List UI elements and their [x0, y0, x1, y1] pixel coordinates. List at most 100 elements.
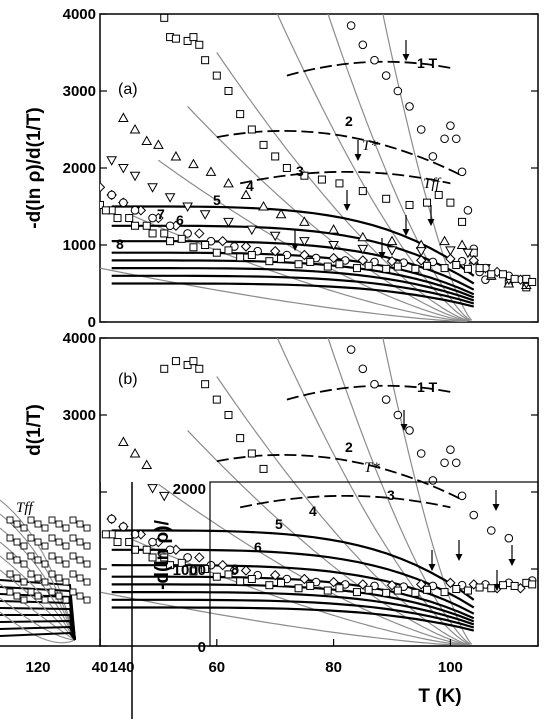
- data-point: [299, 237, 310, 247]
- data-point: [528, 580, 537, 589]
- data-point: [201, 565, 210, 573]
- inset-data-point: [34, 538, 42, 546]
- inset-data-point: [62, 578, 70, 586]
- model-curve: [111, 274, 475, 305]
- data-point: [129, 171, 141, 182]
- data-point: [160, 553, 169, 562]
- data-point: [393, 262, 402, 271]
- data-point: [357, 231, 369, 242]
- inset-data-point: [27, 534, 35, 542]
- curve-label-5-a: 5: [213, 192, 221, 208]
- data-point: [189, 33, 198, 42]
- y-axis-label-b-top: d(1/T): [24, 404, 45, 456]
- data-point: [411, 264, 420, 273]
- data-point: [463, 206, 473, 215]
- data-point: [446, 121, 455, 130]
- panel-b-label: (b): [118, 371, 138, 388]
- data-point: [236, 110, 245, 119]
- data-point: [457, 167, 467, 177]
- data-point: [458, 217, 467, 226]
- data-point: [201, 380, 210, 389]
- xtick-label: 80: [325, 659, 342, 676]
- data-point: [141, 135, 153, 146]
- data-point: [416, 125, 426, 134]
- data-point: [240, 189, 252, 199]
- inset-xtick-label: 140: [109, 659, 134, 676]
- curve-label-1t-a: 1 T: [417, 55, 438, 71]
- data-point: [428, 476, 438, 485]
- data-point: [370, 55, 379, 65]
- inset-data-point: [41, 560, 49, 568]
- model-curve: [111, 598, 475, 629]
- data-point: [457, 491, 467, 501]
- inset-data-point: [27, 588, 35, 596]
- data-point: [269, 569, 281, 581]
- inset-data-point: [83, 596, 91, 604]
- data-point: [440, 458, 449, 468]
- data-point: [224, 87, 233, 95]
- xtick-label: 40: [92, 659, 109, 676]
- data-point: [195, 364, 204, 373]
- inset-data-point: [76, 592, 84, 600]
- inset-data-point: [41, 542, 49, 550]
- data-point: [129, 447, 141, 458]
- data-point: [113, 538, 122, 547]
- data-point: [119, 522, 128, 531]
- data-point: [405, 426, 414, 435]
- panel-a-markers: [100, 14, 537, 292]
- y-axis-label-b-bottom: -d(ln ρ)/: [152, 519, 173, 590]
- data-point: [306, 257, 315, 266]
- data-point: [141, 459, 153, 470]
- data-point: [456, 239, 468, 249]
- data-point: [423, 585, 432, 594]
- inset-data-point: [20, 578, 28, 586]
- data-point: [205, 166, 217, 176]
- model-curve: [111, 529, 475, 601]
- data-point: [148, 553, 157, 562]
- inset-data-point: [6, 588, 14, 596]
- data-point: [299, 249, 310, 261]
- data-point: [277, 254, 286, 263]
- data-point: [201, 241, 210, 249]
- t-star-label-a: T*: [362, 138, 378, 154]
- data-point: [405, 102, 414, 111]
- inset-data-point: [27, 552, 35, 560]
- dashed-curve: [216, 130, 463, 177]
- data-point: [188, 158, 199, 169]
- curve-label-3-a: 3: [296, 163, 304, 179]
- inset-data-point: [6, 552, 14, 560]
- fit-curve: [187, 105, 469, 322]
- data-point: [236, 577, 245, 586]
- data-point: [423, 198, 432, 207]
- data-point: [416, 449, 426, 458]
- data-point: [452, 261, 461, 270]
- data-point: [195, 40, 204, 49]
- data-point: [236, 253, 245, 262]
- data-point: [528, 277, 537, 286]
- arrow-head: [427, 219, 435, 226]
- data-point: [118, 112, 129, 122]
- arrow-head: [508, 559, 516, 566]
- data-point: [382, 264, 391, 273]
- data-point: [259, 140, 268, 149]
- inset-data-point: [83, 542, 91, 550]
- data-point: [166, 237, 175, 246]
- inset-data-point: [27, 570, 35, 578]
- data-point: [352, 264, 361, 273]
- data-point: [282, 164, 291, 172]
- data-point: [440, 588, 449, 597]
- inset-data-point: [41, 578, 49, 586]
- data-point: [129, 123, 141, 134]
- data-point: [189, 243, 198, 252]
- inset-data-point: [69, 516, 77, 524]
- inset-data-point: [48, 570, 56, 578]
- inset-data-point: [6, 570, 14, 578]
- curve-label-2-b: 2: [345, 439, 353, 455]
- data-point: [451, 134, 461, 144]
- data-point: [358, 40, 368, 50]
- data-point: [510, 581, 519, 590]
- panel-a-curves: [100, 14, 475, 322]
- data-point: [160, 364, 169, 373]
- data-point: [160, 14, 169, 22]
- inset-data-point: [27, 516, 35, 524]
